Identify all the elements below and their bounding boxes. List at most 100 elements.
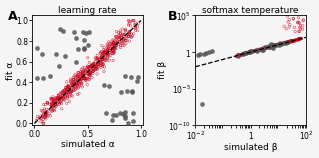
Point [284,27,289,30]
Point [51,108,56,111]
Point [295,39,300,41]
Point [56,94,61,97]
Point [75,47,80,50]
Point [277,43,282,46]
Point [91,64,96,66]
Point [87,72,92,75]
Point [132,23,137,26]
Point [100,58,105,60]
Point [293,39,298,41]
Point [41,122,46,125]
Point [91,67,96,70]
Point [236,54,241,56]
Point [262,47,267,50]
Point [125,34,130,36]
Point [122,116,127,119]
Point [297,30,302,33]
Point [85,44,91,46]
Point [286,41,291,43]
Point [49,99,54,101]
Point [82,77,87,79]
Point [206,51,211,54]
Point [273,43,278,46]
Point [57,97,62,99]
Point [67,91,72,94]
Point [42,115,48,118]
Point [280,43,285,45]
Point [74,83,79,85]
Point [277,43,282,46]
Point [251,50,256,53]
Point [294,38,299,41]
Point [49,109,54,111]
Point [262,48,267,50]
Point [96,63,101,66]
Point [76,81,81,83]
Point [295,21,300,24]
Point [278,43,283,45]
Point [102,46,107,49]
Point [250,50,255,53]
Point [292,39,297,42]
Point [272,44,277,46]
Point [65,86,70,89]
Point [291,17,296,20]
Point [90,64,95,67]
Point [73,86,78,89]
Point [261,47,266,50]
Point [100,58,105,60]
Point [266,46,271,49]
Point [290,40,295,43]
Point [276,43,281,45]
Point [85,69,90,71]
Point [127,31,132,33]
Point [75,78,80,81]
Point [65,86,70,88]
Point [286,41,291,44]
Point [289,41,294,43]
Point [91,70,96,72]
Point [62,55,67,58]
Point [123,37,129,39]
Point [87,65,92,68]
Point [53,103,58,106]
Point [79,73,84,76]
Point [52,105,57,107]
Point [65,96,70,98]
Point [269,43,274,46]
Point [114,42,119,45]
Point [99,64,104,66]
Point [97,58,102,61]
Point [69,94,74,97]
Point [198,52,203,55]
Point [43,112,48,114]
Point [38,121,43,123]
Point [75,84,80,86]
Point [116,34,122,36]
Point [87,73,92,75]
Point [65,97,70,100]
Point [117,42,122,44]
Point [277,44,282,46]
Point [127,40,132,42]
Point [239,54,244,56]
Point [95,68,100,70]
Point [115,40,120,42]
Point [278,43,283,46]
Point [133,22,138,24]
Point [109,42,114,45]
Point [126,35,131,38]
Point [88,74,93,77]
Point [272,45,277,48]
Point [79,78,84,81]
Point [49,102,54,105]
Point [301,19,306,21]
Point [72,89,77,92]
Point [51,105,56,107]
Point [43,103,48,106]
Point [68,80,73,83]
Point [73,61,78,64]
Point [253,49,258,52]
Point [41,103,46,106]
Point [287,40,293,43]
